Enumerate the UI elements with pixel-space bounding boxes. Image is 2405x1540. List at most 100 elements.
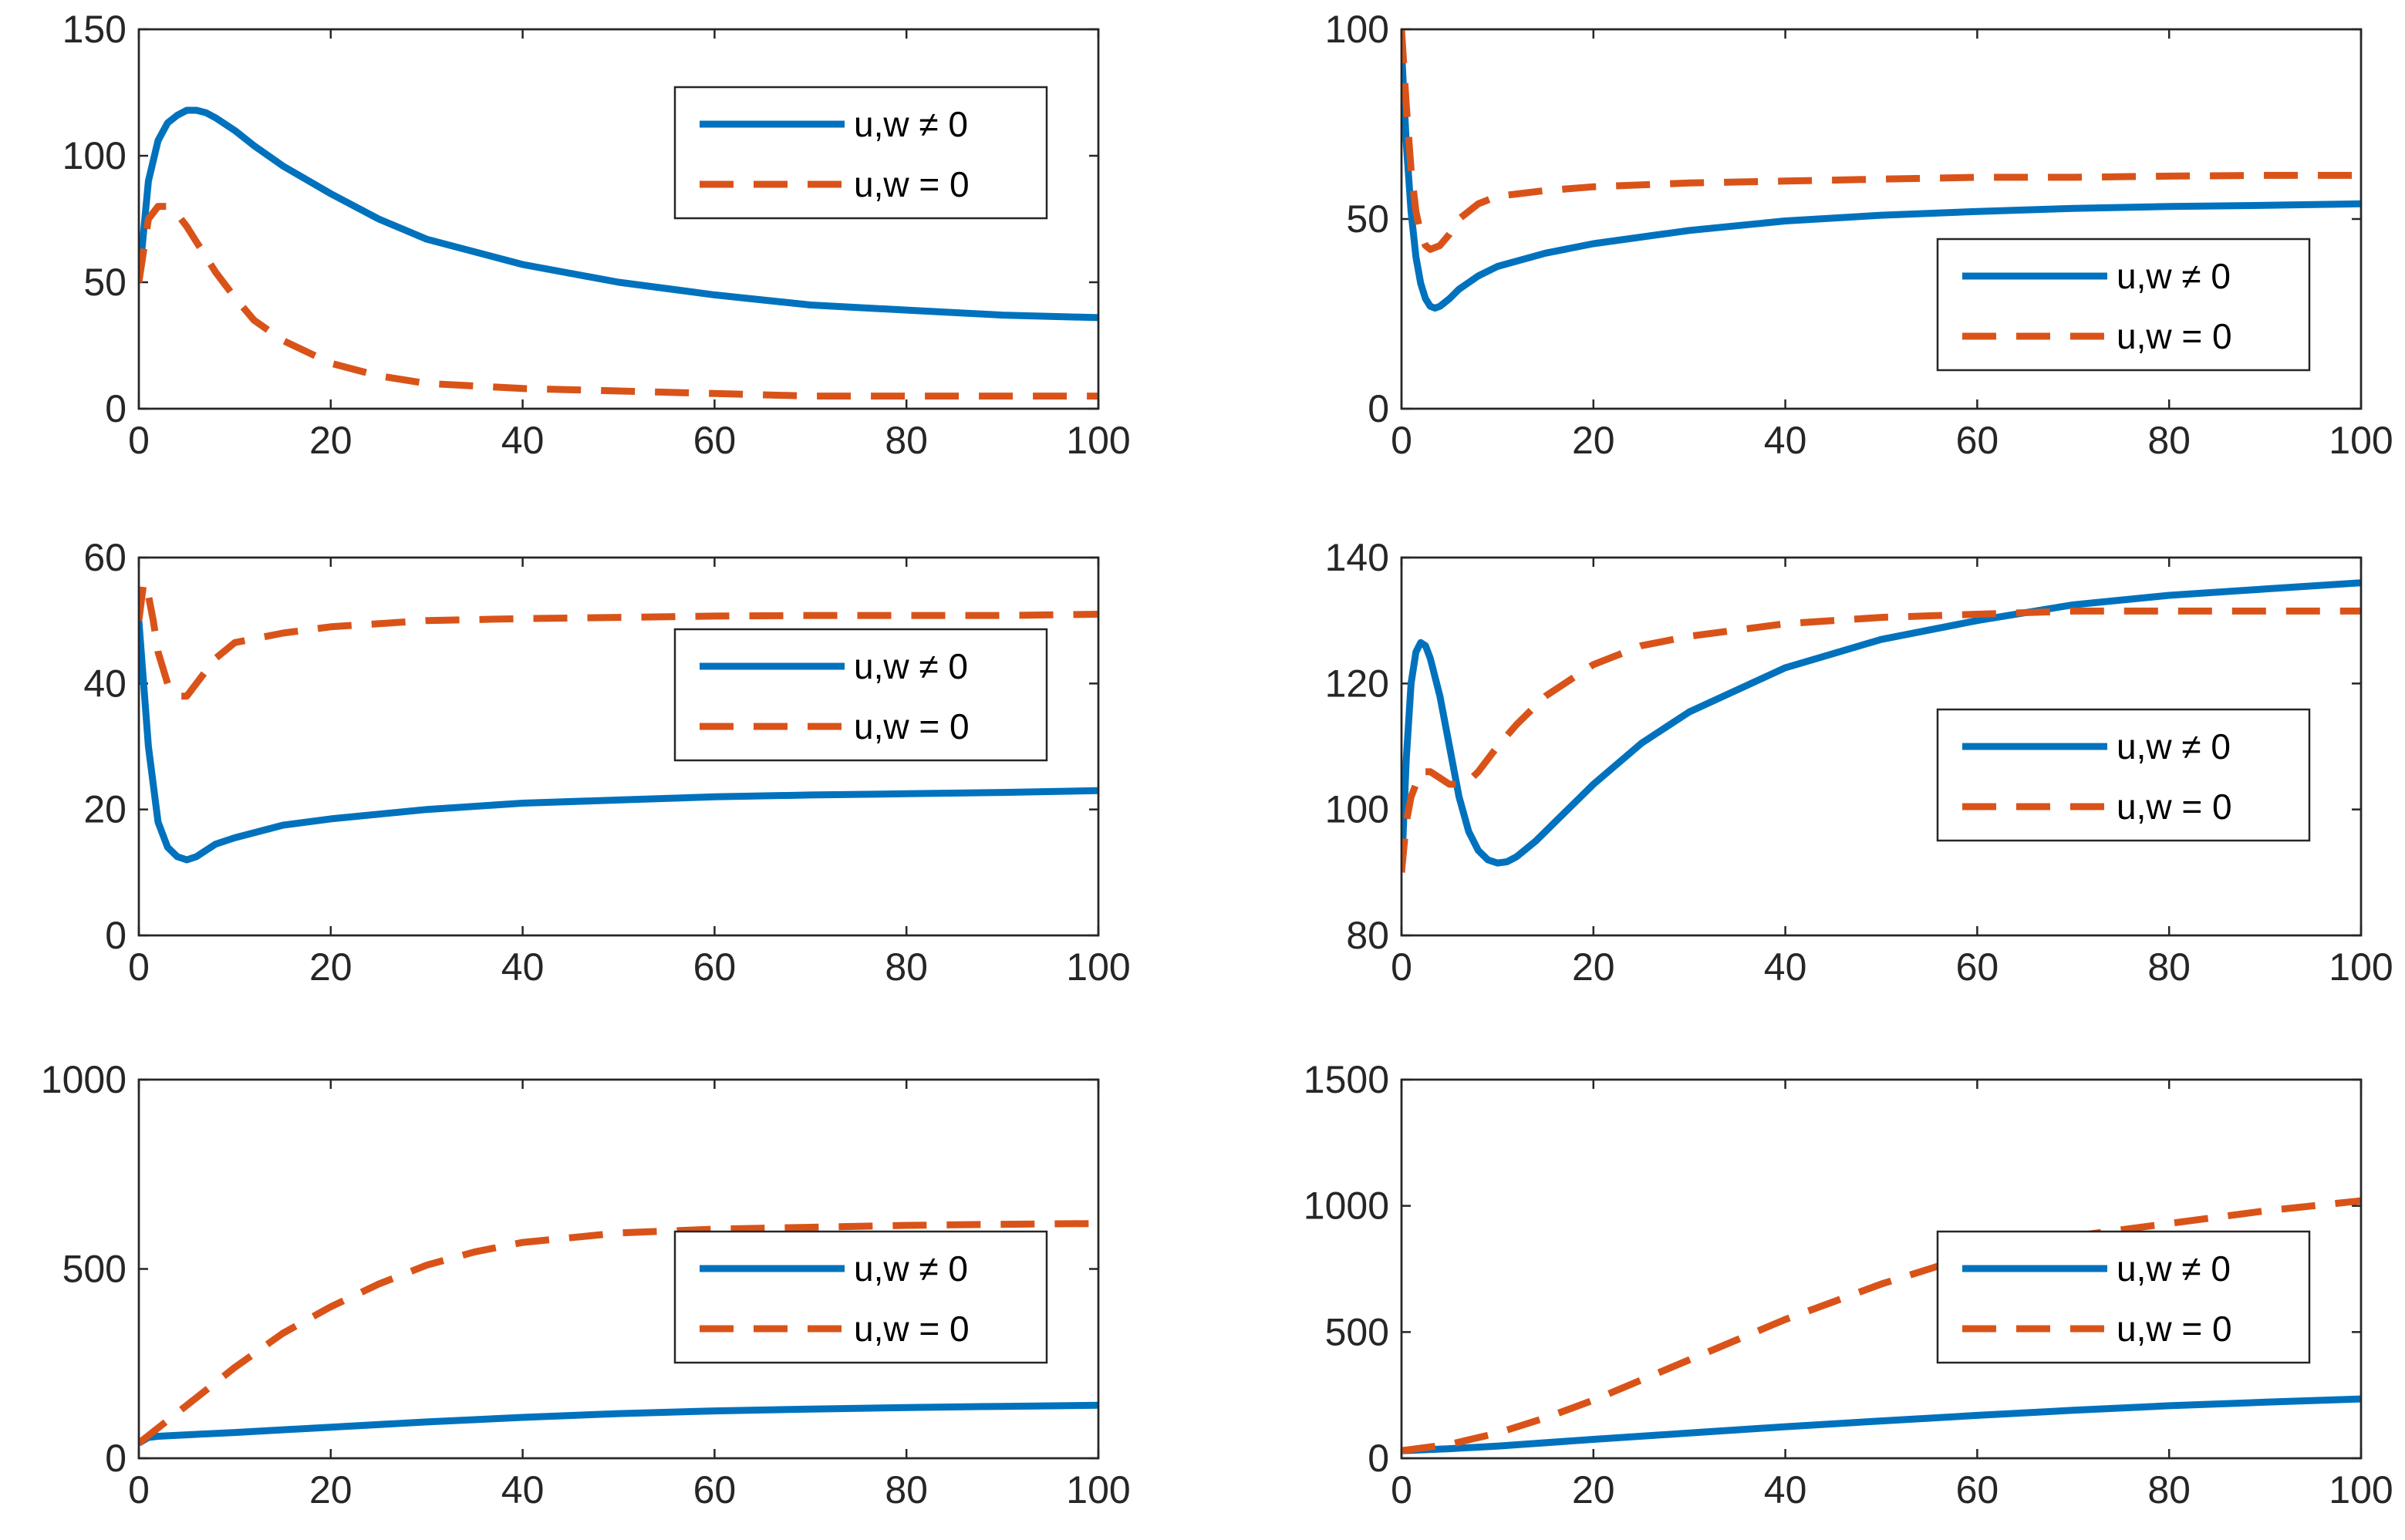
y-tick-label: 1000 xyxy=(1304,1184,1389,1228)
x-tick-label: 80 xyxy=(2147,1468,2191,1511)
series-line-zero-control xyxy=(139,203,1098,400)
legend: u,w ≠ 0 u,w = 0 xyxy=(673,86,1048,220)
series-group xyxy=(139,1220,1098,1447)
subplot-middle-right: 0 20 40 60 80 100 80 100 120 140 u,w ≠ 0 u,w = 0 xyxy=(1325,536,2393,989)
x-tick-label: 0 xyxy=(1391,1468,1412,1511)
series-group xyxy=(1402,579,2361,873)
y-tick-label: 0 xyxy=(1368,1437,1389,1480)
x-tick-label: 100 xyxy=(2329,419,2393,462)
x-tick-label: 20 xyxy=(309,945,352,989)
series-line-zero-control xyxy=(1402,1197,2361,1454)
x-tick-label: 40 xyxy=(1764,945,1807,989)
x-tick-label: 100 xyxy=(2329,1468,2393,1511)
x-tick-label: 80 xyxy=(885,419,928,462)
axes-border xyxy=(137,1078,1100,1460)
legend: u,w ≠ 0 u,w = 0 xyxy=(673,628,1048,762)
series-line-nonzero-control xyxy=(1402,579,2361,873)
axes-border xyxy=(137,556,1100,937)
legend-label: u,w = 0 xyxy=(2117,1309,2232,1349)
x-tick-label: 20 xyxy=(309,1468,352,1511)
y-tick-label: 500 xyxy=(1325,1310,1389,1353)
x-tick-label: 0 xyxy=(128,1468,150,1511)
x-tick-label: 100 xyxy=(1066,945,1130,989)
legend: u,w ≠ 0 u,w = 0 xyxy=(1936,708,2311,842)
series-group xyxy=(1402,29,2361,312)
x-tick-label: 0 xyxy=(128,419,150,462)
series-line-nonzero-control xyxy=(139,1401,1098,1447)
x-tick-label: 100 xyxy=(1066,1468,1130,1511)
axes-border xyxy=(1400,556,2363,937)
x-tick-label: 60 xyxy=(1956,945,1999,989)
x-tick-label: 80 xyxy=(2147,419,2191,462)
x-tick-label: 0 xyxy=(1391,945,1412,989)
x-tick-label: 80 xyxy=(2147,945,2191,989)
series-line-zero-control xyxy=(139,579,1098,700)
x-tick-label: 60 xyxy=(693,945,737,989)
x-tick-label: 100 xyxy=(1066,419,1130,462)
y-tick-label: 0 xyxy=(1368,387,1389,430)
y-tick-label: 150 xyxy=(62,8,126,51)
legend-label: u,w ≠ 0 xyxy=(854,646,968,686)
series-line-zero-control xyxy=(1402,607,2361,873)
legend: u,w ≠ 0 u,w = 0 xyxy=(1936,1230,2311,1364)
legend-label: u,w = 0 xyxy=(854,1309,970,1349)
x-tick-label: 40 xyxy=(501,945,545,989)
y-tick-label: 1500 xyxy=(1304,1058,1389,1101)
series-line-zero-control xyxy=(139,1220,1098,1446)
legend-box xyxy=(1936,238,2311,372)
legend-box xyxy=(1936,1230,2311,1364)
y-tick-label: 40 xyxy=(83,662,126,705)
x-tick-label: 20 xyxy=(1572,1468,1615,1511)
series-line-zero-control xyxy=(1402,29,2361,253)
y-tick-label: 100 xyxy=(62,134,126,177)
series-line-nonzero-control xyxy=(139,106,1098,322)
x-tick-label: 40 xyxy=(501,1468,545,1511)
x-tick-label: 0 xyxy=(128,945,150,989)
axes-border xyxy=(1400,1078,2363,1460)
legend-label: u,w = 0 xyxy=(854,706,970,746)
y-tick-label: 100 xyxy=(1325,788,1389,831)
series-line-nonzero-control xyxy=(139,620,1098,864)
x-tick-label: 80 xyxy=(885,945,928,989)
y-tick-label: 50 xyxy=(83,261,126,304)
series-group xyxy=(139,106,1098,400)
x-tick-label: 60 xyxy=(693,1468,737,1511)
axes-border xyxy=(1400,28,2363,410)
y-tick-label: 500 xyxy=(62,1248,126,1291)
legend-box xyxy=(1936,708,2311,842)
series-line-nonzero-control xyxy=(1402,48,2361,312)
legend-box xyxy=(673,1230,1048,1364)
y-tick-label: 1000 xyxy=(41,1058,126,1101)
legend-label: u,w ≠ 0 xyxy=(854,1249,968,1289)
y-tick-label: 0 xyxy=(105,387,126,430)
legend-label: u,w ≠ 0 xyxy=(854,104,968,144)
y-tick-label: 20 xyxy=(83,788,126,831)
x-tick-label: 60 xyxy=(1956,1468,1999,1511)
legend: u,w ≠ 0 u,w = 0 xyxy=(1936,238,2311,372)
y-tick-label: 0 xyxy=(105,1437,126,1480)
y-tick-label: 140 xyxy=(1325,536,1389,579)
x-tick-label: 100 xyxy=(2329,945,2393,989)
x-tick-label: 60 xyxy=(693,419,737,462)
y-tick-label: 0 xyxy=(105,914,126,957)
x-tick-label: 60 xyxy=(1956,419,1999,462)
legend-label: u,w ≠ 0 xyxy=(2117,1249,2231,1289)
x-tick-label: 20 xyxy=(309,419,352,462)
legend-box xyxy=(673,86,1048,220)
y-tick-label: 100 xyxy=(1325,8,1389,51)
subplot-top-left: 0 20 40 60 80 100 0 50 100 150 u,w ≠ 0 u,w = 0 xyxy=(62,8,1131,462)
axes-border xyxy=(137,28,1100,410)
x-tick-label: 20 xyxy=(1572,945,1615,989)
legend-label: u,w ≠ 0 xyxy=(2117,726,2231,767)
legend-label: u,w = 0 xyxy=(2117,787,2232,827)
series-group xyxy=(139,579,1098,864)
legend-box xyxy=(673,628,1048,762)
x-tick-label: 80 xyxy=(885,1468,928,1511)
legend-label: u,w ≠ 0 xyxy=(2117,256,2231,296)
legend: u,w ≠ 0 u,w = 0 xyxy=(673,1230,1048,1364)
legend-label: u,w = 0 xyxy=(854,164,970,204)
